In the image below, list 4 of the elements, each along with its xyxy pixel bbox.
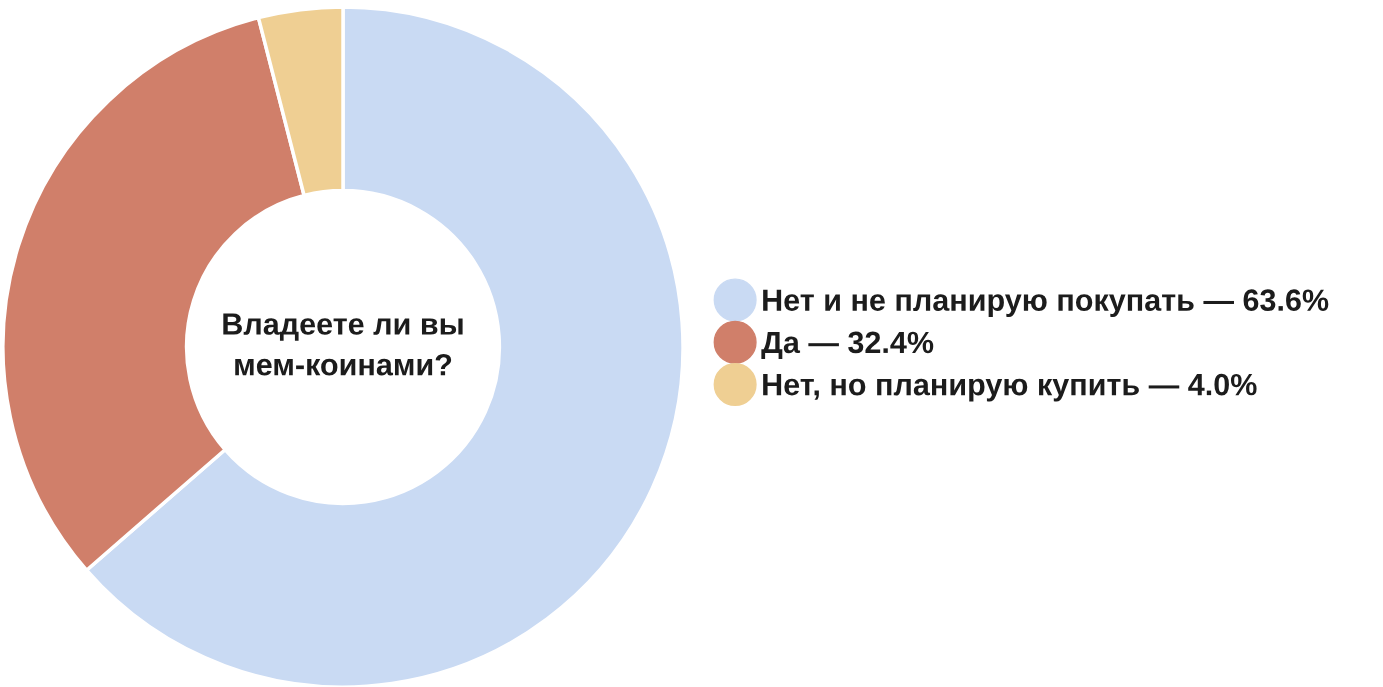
- legend-label: Да — 32.4%: [761, 331, 934, 359]
- text: Владеете ли вы мем-коинами?: [223, 313, 463, 376]
- legend-label: Нет и не планирую покупать — 63.6%: [763, 289, 1329, 318]
- legend-label: Нет, но планирую купить — 4.0%: [763, 373, 1257, 402]
